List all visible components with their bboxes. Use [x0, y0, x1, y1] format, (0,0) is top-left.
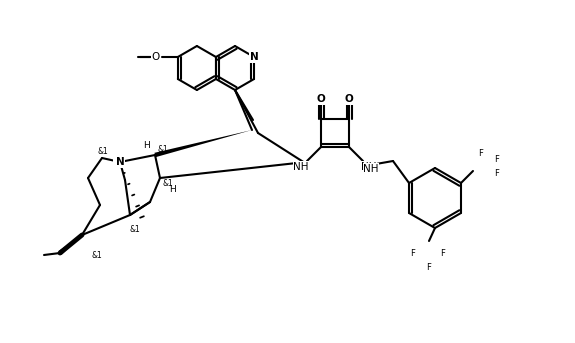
Text: F: F: [478, 149, 484, 157]
Text: F: F: [494, 154, 500, 164]
Text: H: H: [168, 186, 175, 194]
Text: O: O: [344, 94, 354, 104]
Text: N: N: [114, 157, 122, 167]
Polygon shape: [59, 235, 82, 255]
Text: &1: &1: [158, 145, 168, 154]
Text: H: H: [144, 141, 151, 150]
Text: O: O: [152, 52, 160, 62]
Text: O: O: [317, 94, 325, 104]
Text: F: F: [440, 248, 446, 258]
Text: N: N: [250, 52, 258, 62]
Text: N: N: [250, 52, 258, 62]
Text: O: O: [344, 94, 354, 104]
Text: NH: NH: [363, 164, 379, 174]
Text: N: N: [116, 157, 124, 167]
Text: F: F: [494, 169, 500, 178]
Text: O: O: [317, 94, 325, 104]
Text: &1: &1: [129, 225, 140, 235]
Polygon shape: [155, 130, 252, 157]
Text: NH: NH: [293, 162, 309, 172]
Text: &1: &1: [98, 147, 108, 156]
Text: NH: NH: [361, 162, 377, 172]
Text: F: F: [411, 248, 415, 258]
Text: &1: &1: [91, 250, 102, 260]
Text: NH: NH: [293, 162, 309, 172]
Text: O: O: [152, 52, 160, 62]
Text: &1: &1: [163, 178, 174, 188]
Text: F: F: [427, 262, 431, 272]
